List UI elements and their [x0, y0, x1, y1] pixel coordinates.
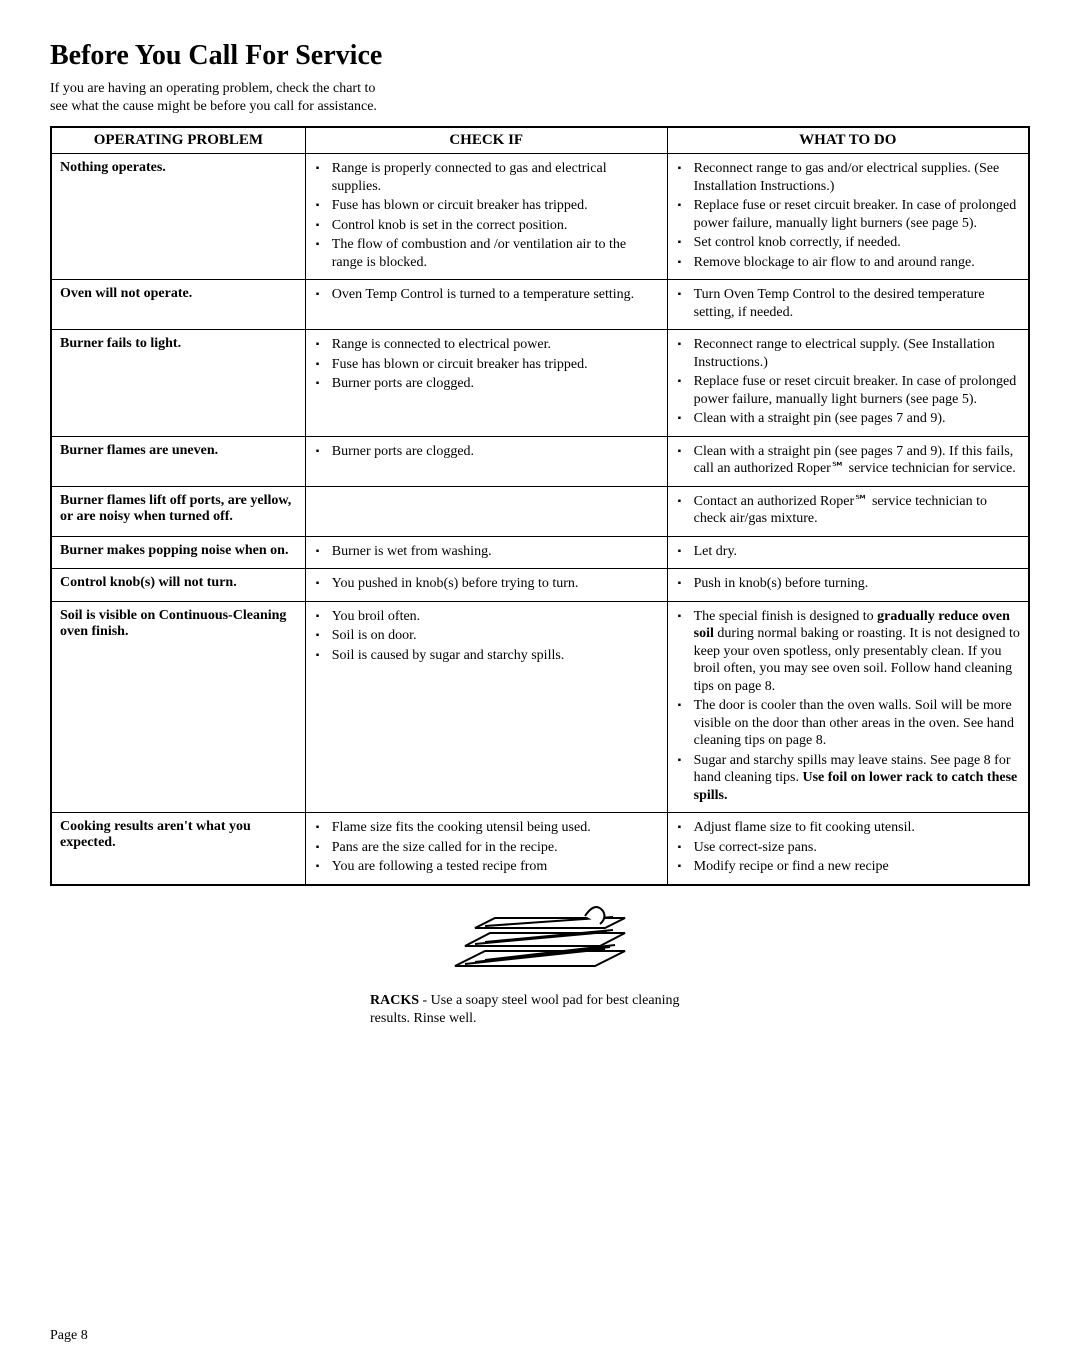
racks-icon — [435, 896, 635, 986]
col-header-check: CHECK IF — [305, 127, 667, 154]
table-row: Burner flames lift off ports, are yellow… — [51, 486, 1029, 536]
list-item: Clean with a straight pin (see pages 7 a… — [690, 443, 1020, 478]
action-cell: Turn Oven Temp Control to the desired te… — [667, 280, 1029, 330]
problem-cell: Cooking results aren't what you expected… — [51, 813, 305, 885]
list-item: Soil is caused by sugar and starchy spil… — [328, 647, 659, 665]
problem-cell: Nothing operates. — [51, 154, 305, 280]
check-cell: Range is connected to electrical power. F… — [305, 330, 667, 437]
troubleshooting-table: OPERATING PROBLEM CHECK IF WHAT TO DO No… — [50, 126, 1030, 886]
racks-section: RACKS - Use a soapy steel wool pad for b… — [370, 896, 700, 1028]
col-header-problem: OPERATING PROBLEM — [51, 127, 305, 154]
list-item: Soil is on door. — [328, 627, 659, 645]
table-row: Burner fails to light.Range is connected… — [51, 330, 1029, 437]
list-item: You broil often. — [328, 608, 659, 626]
list-item: You are following a tested recipe from — [328, 858, 659, 876]
action-cell: Adjust flame size to fit cooking utensil… — [667, 813, 1029, 885]
check-cell: Oven Temp Control is turned to a tempera… — [305, 280, 667, 330]
list-item: Burner ports are clogged. — [328, 375, 659, 393]
list-item: Let dry. — [690, 543, 1020, 561]
table-row: Oven will not operate. Oven Temp Control … — [51, 280, 1029, 330]
list-item: Burner ports are clogged. — [328, 443, 659, 461]
list-item: The flow of combustion and /or ventilati… — [328, 236, 659, 271]
action-cell: Contact an authorized Roper℠ service tec… — [667, 486, 1029, 536]
problem-cell: Oven will not operate. — [51, 280, 305, 330]
check-cell: Flame size fits the cooking utensil bein… — [305, 813, 667, 885]
action-cell: Reconnect range to gas and/or electrical… — [667, 154, 1029, 280]
problem-cell: Burner makes popping noise when on. — [51, 536, 305, 569]
list-item: Oven Temp Control is turned to a tempera… — [328, 286, 659, 304]
check-cell: You broil often.Soil is on door. Soil is … — [305, 601, 667, 813]
table-row: Soil is visible on Continuous-Cleaning o… — [51, 601, 1029, 813]
list-item: Modify recipe or find a new recipe — [690, 858, 1020, 876]
problem-cell: Burner flames lift off ports, are yellow… — [51, 486, 305, 536]
action-cell: Push in knob(s) before turning. — [667, 569, 1029, 602]
list-item: The special finish is designed to gradua… — [690, 608, 1020, 696]
check-cell: You pushed in knob(s) before trying to t… — [305, 569, 667, 602]
action-cell: Reconnect range to electrical supply. (S… — [667, 330, 1029, 437]
list-item: Use correct-size pans. — [690, 839, 1020, 857]
list-item: Range is properly connected to gas and e… — [328, 160, 659, 195]
list-item: Adjust flame size to fit cooking utensil… — [690, 819, 1020, 837]
list-item: Remove blockage to air flow to and aroun… — [690, 254, 1020, 272]
list-item: Pans are the size called for in the reci… — [328, 839, 659, 857]
list-item: Range is connected to electrical power. — [328, 336, 659, 354]
table-row: Burner flames are uneven. Burner ports ar… — [51, 436, 1029, 486]
list-item: Reconnect range to electrical supply. (S… — [690, 336, 1020, 371]
table-row: Burner makes popping noise when on. Burne… — [51, 536, 1029, 569]
page-number: Page 8 — [50, 1328, 88, 1344]
list-item: Reconnect range to gas and/or electrical… — [690, 160, 1020, 195]
table-row: Control knob(s) will not turn. You pushed… — [51, 569, 1029, 602]
check-cell: Burner ports are clogged. — [305, 436, 667, 486]
problem-cell: Control knob(s) will not turn. — [51, 569, 305, 602]
list-item: Contact an authorized Roper℠ service tec… — [690, 493, 1020, 528]
list-item: Fuse has blown or circuit breaker has tr… — [328, 197, 659, 215]
list-item: You pushed in knob(s) before trying to t… — [328, 575, 659, 593]
table-row: Cooking results aren't what you expected… — [51, 813, 1029, 885]
check-cell: Range is properly connected to gas and e… — [305, 154, 667, 280]
check-cell — [305, 486, 667, 536]
action-cell: Clean with a straight pin (see pages 7 a… — [667, 436, 1029, 486]
list-item: Push in knob(s) before turning. — [690, 575, 1020, 593]
racks-caption: RACKS - Use a soapy steel wool pad for b… — [370, 992, 700, 1028]
col-header-action: WHAT TO DO — [667, 127, 1029, 154]
list-item: Replace fuse or reset circuit breaker. I… — [690, 197, 1020, 232]
list-item: The door is cooler than the oven walls. … — [690, 697, 1020, 750]
list-item: Replace fuse or reset circuit breaker. I… — [690, 373, 1020, 408]
list-item: Sugar and starchy spills may leave stain… — [690, 752, 1020, 805]
table-row: Nothing operates. Range is properly conne… — [51, 154, 1029, 280]
list-item: Flame size fits the cooking utensil bein… — [328, 819, 659, 837]
action-cell: Let dry. — [667, 536, 1029, 569]
problem-cell: Soil is visible on Continuous-Cleaning o… — [51, 601, 305, 813]
list-item: Fuse has blown or circuit breaker has tr… — [328, 356, 659, 374]
page-title: Before You Call For Service — [50, 40, 1030, 72]
action-cell: The special finish is designed to gradua… — [667, 601, 1029, 813]
problem-cell: Burner fails to light. — [51, 330, 305, 437]
check-cell: Burner is wet from washing. — [305, 536, 667, 569]
intro-text: If you are having an operating problem, … — [50, 80, 390, 116]
list-item: Burner is wet from washing. — [328, 543, 659, 561]
problem-cell: Burner flames are uneven. — [51, 436, 305, 486]
list-item: Control knob is set in the correct posit… — [328, 217, 659, 235]
list-item: Set control knob correctly, if needed. — [690, 234, 1020, 252]
list-item: Turn Oven Temp Control to the desired te… — [690, 286, 1020, 321]
list-item: Clean with a straight pin (see pages 7 a… — [690, 410, 1020, 428]
